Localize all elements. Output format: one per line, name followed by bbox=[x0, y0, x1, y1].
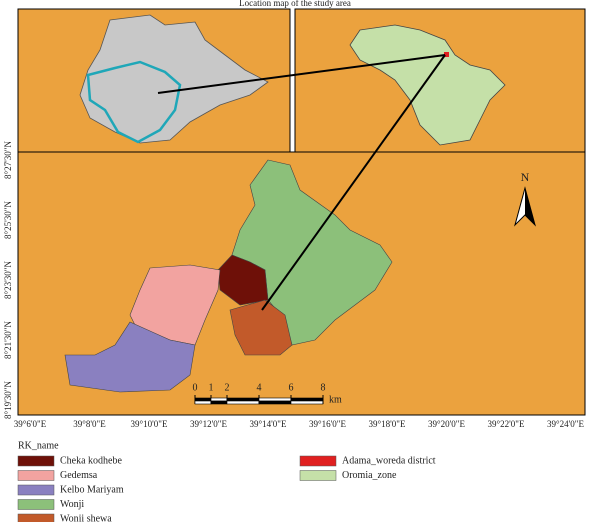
legend-label: Cheka kodhebe bbox=[60, 455, 122, 466]
legend-label: Wonji shewa bbox=[60, 513, 112, 522]
legend-swatch bbox=[17, 499, 55, 510]
scale-unit: km bbox=[329, 394, 342, 405]
longitude-label: 39°24'0"E bbox=[547, 419, 584, 429]
scale-segment bbox=[290, 400, 324, 405]
longitude-label: 39°16'0"E bbox=[309, 419, 346, 429]
latitude-label: 8°19'30"N bbox=[3, 381, 13, 419]
longitude-label: 39°20'0"E bbox=[428, 419, 465, 429]
legend-swatch bbox=[299, 470, 337, 481]
connector-line bbox=[157, 54, 446, 94]
latitude-label: 8°25'30"N bbox=[3, 201, 13, 239]
north-label: N bbox=[521, 170, 530, 184]
legend-swatch bbox=[17, 513, 55, 522]
map-title: Location map of the study area bbox=[239, 0, 351, 8]
kelbo-mariyam-area bbox=[64, 321, 196, 393]
scale-segment bbox=[258, 400, 292, 405]
longitude-label: 39°14'0"E bbox=[250, 419, 287, 429]
oromia-outline bbox=[86, 60, 182, 144]
legend-label: Kelbo Mariyam bbox=[60, 484, 124, 495]
scale-tick-label: 6 bbox=[289, 382, 294, 393]
north-arrow-half bbox=[525, 188, 535, 225]
legend-swatch bbox=[299, 455, 337, 467]
longitude-label: 39°22'0"E bbox=[488, 419, 525, 429]
scale-segment bbox=[258, 397, 292, 402]
legend-swatch bbox=[17, 455, 55, 467]
legend-label: Adama_woreda district bbox=[342, 455, 436, 466]
latitude-label: 8°23'30"N bbox=[3, 261, 13, 299]
scale-segment bbox=[194, 400, 212, 405]
legend-label: Wonji bbox=[60, 499, 84, 510]
adama-marker bbox=[444, 52, 449, 57]
latitude-label: 8°21'30"N bbox=[3, 321, 13, 359]
legend-swatch bbox=[17, 470, 55, 481]
scale-segment bbox=[210, 397, 228, 402]
connector-line bbox=[261, 54, 446, 311]
longitude-label: 39°8'0"E bbox=[73, 419, 106, 429]
longitude-label: 39°10'0"E bbox=[131, 419, 168, 429]
scale-tick-label: 1 bbox=[209, 382, 214, 393]
longitude-label: 39°12'0"E bbox=[190, 419, 227, 429]
scale-segment bbox=[194, 397, 212, 402]
legend-title: RK_name bbox=[18, 440, 59, 451]
oromia-shape bbox=[349, 24, 506, 146]
scale-segment bbox=[226, 397, 260, 402]
wonji-area bbox=[231, 159, 393, 346]
legend-swatch bbox=[17, 484, 55, 496]
scale-tick-label: 2 bbox=[225, 382, 230, 393]
scale-segment bbox=[226, 400, 260, 405]
legend-label: Oromia_zone bbox=[342, 470, 397, 481]
longitude-label: 39°18'0"E bbox=[369, 419, 406, 429]
scale-segment bbox=[290, 397, 324, 402]
legend-label: Gedemsa bbox=[60, 470, 98, 481]
latitude-label: 8°27'30"N bbox=[3, 141, 13, 179]
scale-tick-label: 4 bbox=[257, 382, 262, 393]
scale-tick-label: 8 bbox=[321, 382, 326, 393]
scale-segment bbox=[210, 400, 228, 405]
longitude-label: 39°6'0"E bbox=[14, 419, 47, 429]
scale-tick-label: 0 bbox=[193, 382, 198, 393]
